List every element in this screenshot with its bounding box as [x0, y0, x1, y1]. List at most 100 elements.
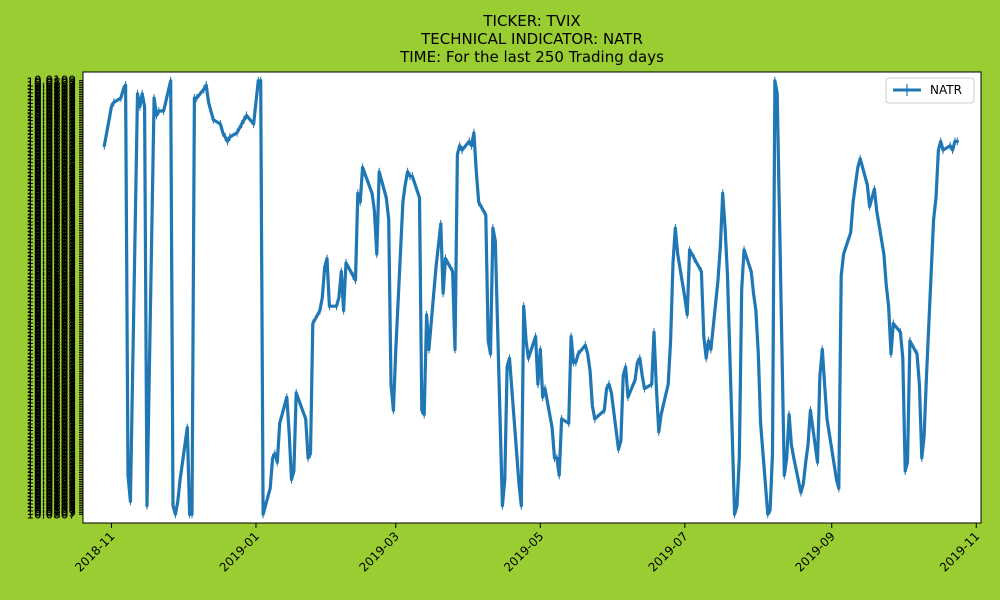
y-tick-label: 10.0807 [26, 434, 76, 448]
y-tick-label: 0.0109 [34, 446, 76, 460]
y-tick-label: 0.0109 [34, 450, 76, 464]
y-tick-label: 0.0109 [34, 387, 76, 401]
legend: NATR [885, 77, 975, 104]
y-tick-label: 10.0807 [26, 340, 76, 354]
y-tick-label: 0.0109 [34, 474, 76, 488]
y-tick-label: 0.0109 [34, 373, 76, 387]
y-tick-label: 0.0109 [34, 453, 76, 467]
y-tick-label: 0.0109 [34, 81, 76, 95]
y-tick-label: 10.0807 [26, 281, 76, 295]
y-tick-label: 10.0807 [26, 267, 76, 281]
y-tick-label: 10.0807 [26, 427, 76, 441]
y-tick-label: 0.0109 [34, 248, 76, 262]
y-tick-label: 0.0109 [34, 77, 76, 91]
y-tick-label: 0.0109 [34, 210, 76, 224]
y-tick-label: 0.0109 [34, 352, 76, 366]
y-tick-label: 10.0807 [26, 469, 76, 483]
y-tick-label: 10.0807 [26, 319, 76, 333]
y-tick-label: 10.0807 [26, 225, 76, 239]
y-tick-label: 10.0807 [26, 507, 76, 521]
y-tick-label: 10.0807 [26, 302, 76, 316]
y-tick-label: 0.0109 [34, 335, 76, 349]
y-tick-label: 0.0109 [34, 95, 76, 109]
y-tick-label: 10.0807 [26, 333, 76, 347]
y-tick-label: 0.0109 [34, 203, 76, 217]
y-tick-label: 10.0807 [26, 253, 76, 267]
y-tick-label: 10.0807 [26, 117, 76, 131]
y-tick-label: 0.0109 [34, 398, 76, 412]
y-tick-label: 0.0109 [34, 276, 76, 290]
y-tick-label: 10.0807 [26, 82, 76, 96]
y-tick-label: 0.0109 [34, 300, 76, 314]
y-tick-label: 0.0109 [34, 314, 76, 328]
y-tick-label: 10.0807 [26, 110, 76, 124]
y-tick-label: 10.0807 [26, 392, 76, 406]
y-tick-label: 10.0807 [26, 479, 76, 493]
y-tick-label: 10.0807 [26, 312, 76, 326]
y-tick-label: 0.0109 [34, 425, 76, 439]
y-tick-label: 0.0109 [34, 391, 76, 405]
y-tick-label: 0.0109 [34, 408, 76, 422]
y-tick-label: 0.0109 [34, 342, 76, 356]
y-tick-label: 10.0807 [26, 75, 76, 89]
y-tick-label: 10.0807 [26, 452, 76, 466]
y-tick-label: 10.0807 [26, 445, 76, 459]
y-tick-label: 10.0807 [26, 204, 76, 218]
y-tick-label: 10.0807 [26, 183, 76, 197]
y-tick-label: 0.0109 [34, 154, 76, 168]
y-tick-label: 10.0807 [26, 215, 76, 229]
y-tick-label: 0.0109 [34, 237, 76, 251]
y-tick-label: 0.0109 [34, 185, 76, 199]
y-tick-label: 10.0807 [26, 399, 76, 413]
y-tick-label: 10.0807 [26, 239, 76, 253]
title-line-time: TIME: For the last 250 Trading days [399, 48, 664, 66]
y-tick-label: 10.0807 [26, 441, 76, 455]
y-tick-label: 0.0109 [34, 363, 76, 377]
y-tick-label: 0.0109 [34, 241, 76, 255]
y-tick-label: 10.0807 [26, 354, 76, 368]
y-tick-label: 10.0807 [26, 277, 76, 291]
y-tick-label: 0.0109 [34, 359, 76, 373]
y-tick-label: 10.0807 [26, 382, 76, 396]
y-tick-label: 10.0807 [26, 208, 76, 222]
y-tick-label: 10.0807 [26, 326, 76, 340]
y-tick-label: 10.0807 [26, 201, 76, 215]
y-tick-label: 0.0109 [34, 129, 76, 143]
y-tick-label: 10.0807 [26, 448, 76, 462]
legend-entry-natr: NATR [930, 83, 962, 97]
y-tick-label: 10.0807 [26, 229, 76, 243]
y-tick-label: 0.0109 [34, 213, 76, 227]
y-tick-label: 10.0807 [26, 211, 76, 225]
y-tick-label: 10.0807 [26, 159, 76, 173]
y-tick-label: 0.0109 [34, 311, 76, 325]
y-tick-label: 10.0807 [26, 316, 76, 330]
y-tick-label: 10.0807 [26, 406, 76, 420]
y-tick-label: 0.0109 [34, 443, 76, 457]
y-tick-label: 0.0109 [34, 317, 76, 331]
y-tick-label: 10.0807 [26, 375, 76, 389]
y-tick-label: 0.0109 [34, 422, 76, 436]
y-tick-label: 0.0109 [34, 304, 76, 318]
y-tick-label: 10.0807 [26, 371, 76, 385]
y-tick-label: 10.0807 [26, 323, 76, 337]
y-tick-label: 10.0807 [26, 93, 76, 107]
y-tick-label: 10.0807 [26, 420, 76, 434]
y-tick-label: 0.0109 [34, 506, 76, 520]
y-tick-label: 0.0109 [34, 258, 76, 272]
y-tick-label: 0.0109 [34, 136, 76, 150]
y-tick-label: 10.0807 [26, 403, 76, 417]
y-tick-label: 0.0109 [34, 230, 76, 244]
y-tick-label: 0.0109 [34, 495, 76, 509]
y-tick-label: 0.0109 [34, 122, 76, 136]
y-tick-label: 0.0109 [34, 133, 76, 147]
y-tick-label: 0.0109 [34, 457, 76, 471]
y-tick-label: 10.0807 [26, 497, 76, 511]
y-tick-label: 10.0807 [26, 222, 76, 236]
y-tick-label: 0.0109 [34, 405, 76, 419]
y-tick-label: 0.0109 [34, 321, 76, 335]
y-tick-label: 0.0109 [34, 115, 76, 129]
y-tick-label: 0.0109 [34, 502, 76, 516]
y-tick-label: 10.0807 [26, 358, 76, 372]
y-tick-label: 10.0807 [26, 156, 76, 170]
y-tick-label: 10.0807 [26, 243, 76, 257]
